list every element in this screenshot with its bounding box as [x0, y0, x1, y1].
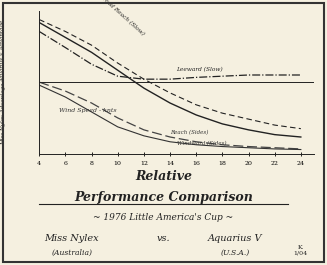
Text: Aquarius V: Aquarius V [208, 234, 263, 243]
Text: (U.S.A.): (U.S.A.) [221, 248, 250, 257]
Text: Reach (Sides): Reach (Sides) [170, 130, 208, 136]
Text: Wind Speed - knts: Wind Speed - knts [59, 108, 116, 113]
Text: Aquarius V Advantage: Aquarius V Advantage [1, 20, 6, 82]
Text: Performance Comparison: Performance Comparison [74, 191, 253, 204]
Text: Leeward (Slow): Leeward (Slow) [177, 67, 223, 72]
Text: K.
1/04: K. 1/04 [294, 245, 308, 255]
Text: Miss Nylex: Miss Nylex [44, 234, 99, 243]
Text: vs.: vs. [157, 234, 170, 243]
Text: Broad Reach (Slow): Broad Reach (Slow) [98, 0, 145, 37]
Text: Miss Nylex Advantage: Miss Nylex Advantage [1, 82, 6, 145]
Text: Windward (Sides): Windward (Sides) [177, 141, 226, 146]
Text: ~ 1976 Little America's Cup ~: ~ 1976 Little America's Cup ~ [94, 213, 233, 222]
Text: (Australia): (Australia) [51, 248, 93, 257]
Text: Relative: Relative [135, 170, 192, 183]
